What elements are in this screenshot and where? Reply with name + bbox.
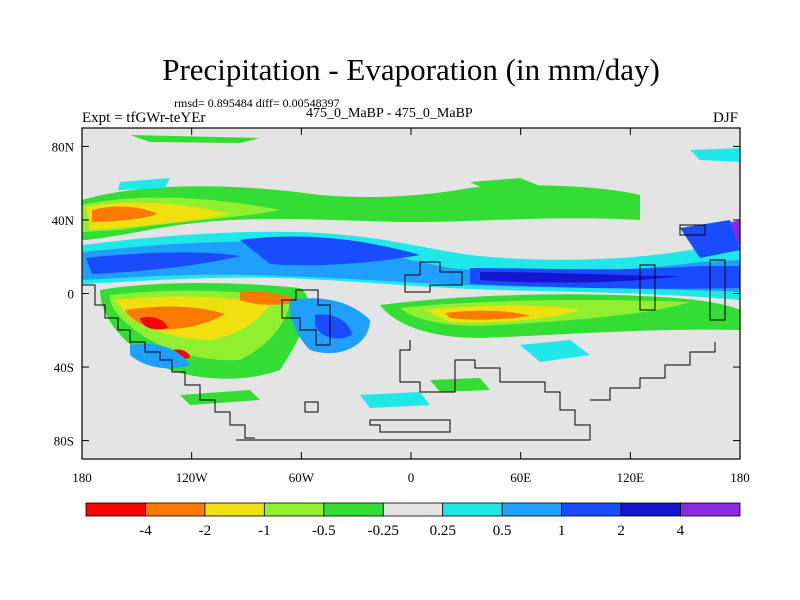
coastline [236, 340, 591, 441]
y-tick-label: 40S [54, 360, 74, 375]
field-region [520, 340, 590, 362]
field-region [240, 236, 420, 266]
coastline [709, 259, 726, 321]
y-tick-label: 40N [52, 213, 75, 228]
coastline [639, 264, 656, 311]
field-region [240, 291, 300, 305]
field-region [690, 148, 740, 162]
colorbar-label: 1 [558, 523, 566, 539]
coastline [369, 419, 451, 433]
colorbar-swatch [263, 502, 325, 517]
field-region [360, 392, 430, 408]
field-region [315, 314, 352, 339]
field-region [92, 206, 158, 222]
experiment-label: Expt = tfGWr-teYEr [82, 110, 206, 126]
chart-title: Precipitation - Evaporation (in mm/day) [162, 52, 660, 87]
x-axis: 180 120W 60W 0 60E 120E 180 [72, 128, 750, 485]
field-region [130, 135, 260, 143]
field-region [140, 317, 168, 330]
field-region [86, 252, 240, 274]
case-label: 475_0_MaBP - 475_0_MaBP [306, 106, 473, 121]
field-region [680, 220, 740, 258]
colorbar-swatch [561, 502, 622, 517]
colorbar-label: 4 [677, 523, 685, 539]
coastline [679, 224, 706, 236]
field-region [430, 378, 490, 392]
x-tick-label: 120E [617, 470, 645, 485]
x-tick-label: 120W [176, 470, 209, 485]
x-tick-label: 180 [72, 470, 92, 485]
colorbar: -4 -2 -1 -0.5 -0.25 0.25 0.5 1 2 4 [85, 502, 741, 539]
field-region [480, 272, 680, 283]
coastline-layer [82, 224, 726, 441]
y-tick-label: 0 [68, 287, 75, 302]
colorbar-swatch [204, 502, 265, 517]
field-region [445, 310, 530, 320]
colorbar-swatch [620, 502, 681, 517]
season-label: DJF [712, 110, 738, 126]
stats-label: rmsd= 0.895484 diff= 0.00548397 [174, 96, 340, 110]
colorbar-label: -4 [139, 523, 152, 539]
colorbar-label: -0.25 [368, 523, 399, 539]
coastline [304, 401, 319, 413]
x-tick-label: 180 [730, 470, 750, 485]
colorbar-label: -0.5 [312, 523, 336, 539]
colorbar-swatch [323, 502, 384, 517]
x-tick-label: 0 [408, 470, 415, 485]
colorbar-swatch [501, 502, 563, 517]
colorbar-swatch [85, 502, 146, 517]
y-tick-label: 80S [54, 434, 74, 449]
field-region [118, 178, 170, 190]
colorbar-label: -2 [199, 523, 212, 539]
y-axis: 80N 40N 0 40S 80S [52, 139, 740, 449]
coastline [281, 289, 331, 346]
field-region [82, 185, 640, 240]
colorbar-label: 2 [617, 523, 625, 539]
colorbar-swatch [382, 502, 444, 517]
x-tick-label: 60E [510, 470, 531, 485]
colorbar-swatch [442, 502, 503, 517]
y-tick-label: 80N [52, 139, 75, 154]
colorbar-swatch [145, 502, 206, 517]
coastline [590, 342, 716, 401]
colorbar-swatch [680, 502, 741, 517]
colorbar-label: 0.5 [493, 523, 512, 539]
coastline [82, 284, 255, 439]
coastline [404, 261, 463, 293]
colorbar-label: 0.25 [430, 523, 456, 539]
x-tick-label: 60W [289, 470, 315, 485]
colorbar-label: -1 [258, 523, 271, 539]
field-layer [82, 135, 740, 408]
field-region [470, 178, 540, 192]
